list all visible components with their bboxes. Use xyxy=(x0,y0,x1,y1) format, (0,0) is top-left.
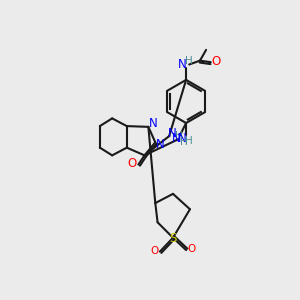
Text: N: N xyxy=(148,117,158,130)
Text: N: N xyxy=(155,138,164,151)
Text: S: S xyxy=(169,232,177,245)
Text: H: H xyxy=(175,131,182,141)
Text: H: H xyxy=(185,136,193,146)
Text: O: O xyxy=(128,157,137,170)
Text: O: O xyxy=(188,244,196,254)
Text: H: H xyxy=(185,56,193,66)
Text: O: O xyxy=(150,246,159,256)
Text: O: O xyxy=(212,55,221,68)
Text: H: H xyxy=(180,137,188,147)
Text: N: N xyxy=(178,132,187,145)
Text: N: N xyxy=(178,58,187,71)
Text: N: N xyxy=(172,132,181,145)
Text: N: N xyxy=(168,127,177,140)
